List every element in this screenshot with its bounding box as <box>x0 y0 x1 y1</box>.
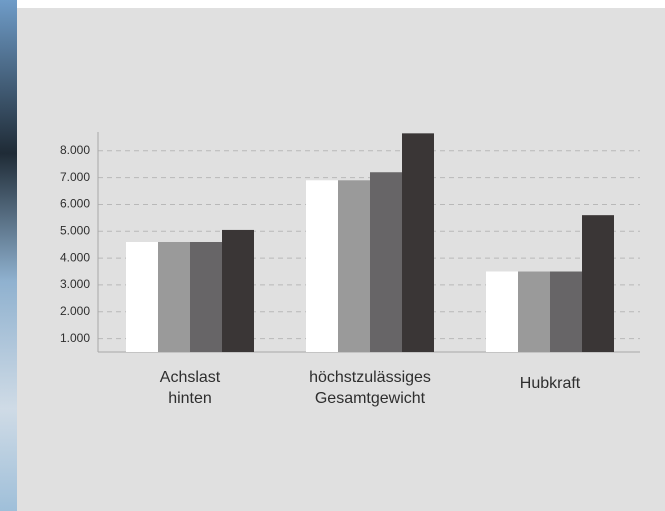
y-tick-label: 4.000 <box>60 250 90 264</box>
y-tick-label: 8.000 <box>60 143 90 157</box>
bar <box>402 133 434 352</box>
y-tick-label: 7.000 <box>60 170 90 184</box>
bar <box>486 271 518 352</box>
x-tick-label: Hubkraft <box>520 375 581 392</box>
x-tick-label: Gesamtgewicht <box>315 390 426 407</box>
bar <box>306 180 338 352</box>
y-tick-label: 5.000 <box>60 223 90 237</box>
y-tick-label: 1.000 <box>60 331 90 345</box>
photo-strip <box>0 0 17 511</box>
bar <box>370 172 402 352</box>
y-tick-label: 6.000 <box>60 197 90 211</box>
bar <box>582 215 614 352</box>
bar <box>222 229 254 352</box>
x-tick-label: höchstzulässiges <box>309 369 431 386</box>
y-tick-label: 3.000 <box>60 277 90 291</box>
bar <box>518 271 550 352</box>
x-tick-label: Achslast <box>160 369 221 386</box>
x-tick-label: hinten <box>168 390 212 407</box>
bar <box>158 242 190 352</box>
bar <box>190 242 222 352</box>
bar <box>126 242 158 352</box>
bar <box>550 271 582 352</box>
bar <box>338 180 370 352</box>
y-tick-label: 2.000 <box>60 304 90 318</box>
